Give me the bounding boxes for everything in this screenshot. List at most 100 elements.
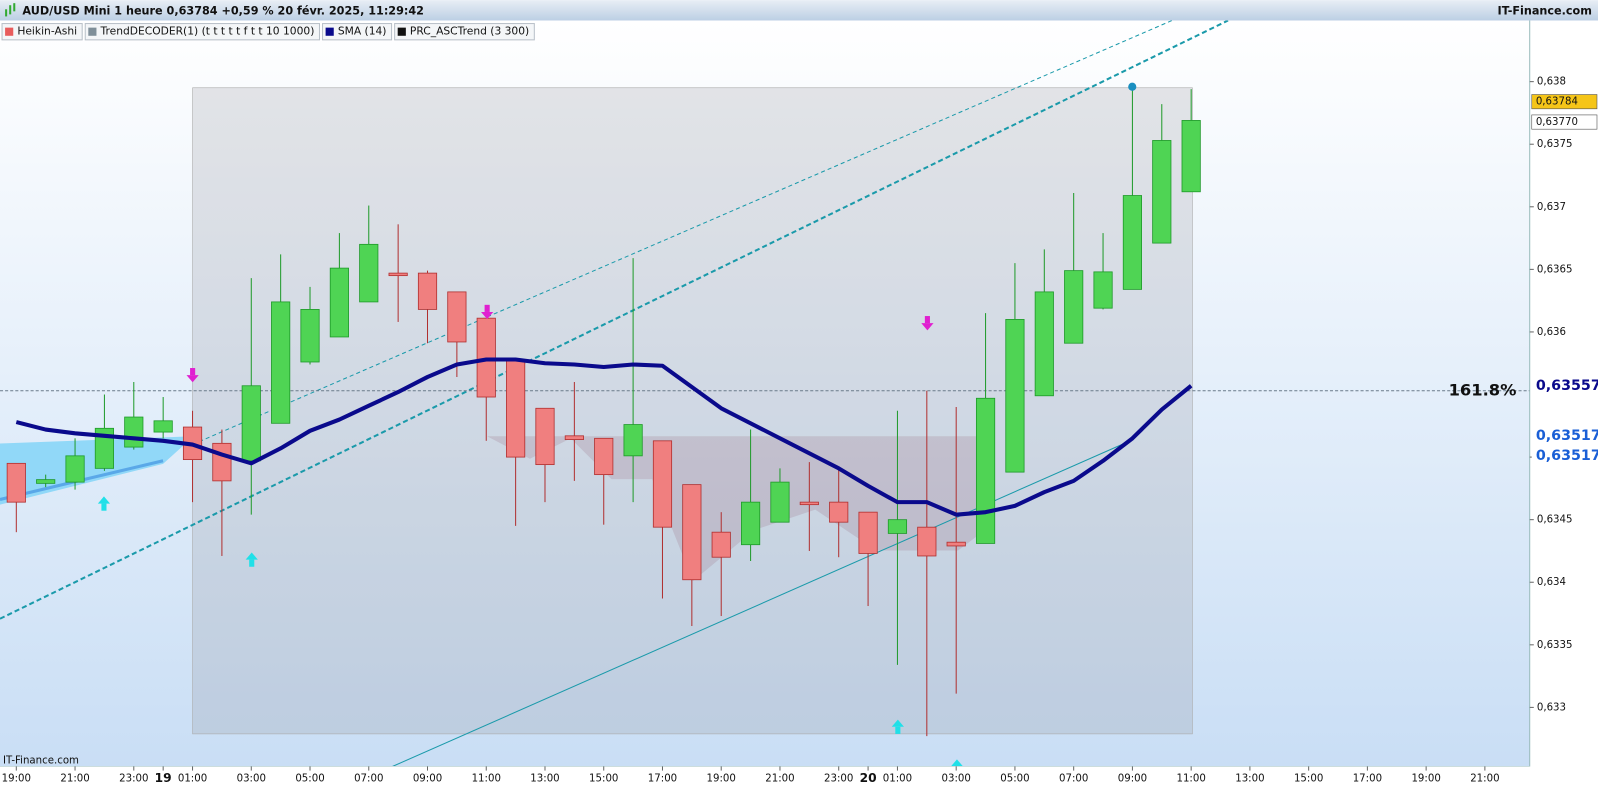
- candle-body: [564, 435, 584, 440]
- candle-body: [417, 272, 438, 310]
- candle-body: [741, 501, 761, 546]
- title-icon: [5, 3, 16, 17]
- legend-swatch: [5, 27, 14, 36]
- candle-body: [1181, 120, 1201, 193]
- price-label: 0,63557: [1536, 378, 1598, 394]
- y-tick-label: 0,6365: [1537, 264, 1573, 275]
- candle-body: [858, 511, 878, 554]
- x-tick-label: 03:00: [237, 774, 266, 785]
- x-tick-label: 05:00: [1000, 774, 1029, 785]
- x-tick-label: 20: [860, 771, 877, 785]
- price-label-box: [1531, 446, 1597, 467]
- x-tick-label: 15:00: [1294, 774, 1323, 785]
- x-tick-label: 19: [155, 771, 172, 785]
- candle-body: [241, 385, 261, 462]
- candle-body: [652, 440, 673, 528]
- candle-body: [359, 243, 379, 303]
- price-label: 0,63784: [1536, 97, 1578, 108]
- candle-body: [975, 397, 996, 544]
- legend-item: PRC_ASCTrend (3 300): [394, 23, 535, 41]
- trend-line: [0, 19, 1229, 620]
- x-tick-label: 19:00: [1411, 774, 1440, 785]
- legend: Heikin-Ashi TrendDECODER(1) (t t t t t f …: [1, 23, 535, 41]
- candle-body: [1093, 271, 1113, 309]
- x-tick-label: 19:00: [2, 774, 31, 785]
- candle-body: [94, 427, 115, 469]
- candle-body: [594, 437, 614, 476]
- y-tick-label: 0,636: [1537, 327, 1566, 338]
- y-tick-label: 0,638: [1537, 77, 1566, 88]
- candle-body: [6, 462, 26, 503]
- x-tick-label: 01:00: [883, 774, 912, 785]
- price-label-box: [1531, 425, 1597, 447]
- candle-body: [388, 272, 408, 277]
- x-tick-label: 05:00: [295, 774, 324, 785]
- legend-item: SMA (14): [322, 23, 393, 41]
- chart-title: AUD/USD Mini 1 heure 0,63784 +0,59 % 20 …: [22, 4, 424, 17]
- price-label-box: [1531, 94, 1598, 110]
- legend-item: TrendDECODER(1) (t t t t t f t t 10 1000…: [84, 23, 320, 41]
- x-tick-label: 17:00: [1353, 774, 1382, 785]
- x-tick-label: 17:00: [648, 774, 677, 785]
- legend-box: [84, 23, 320, 41]
- legend-label: SMA (14): [338, 25, 387, 38]
- candle-body: [329, 267, 349, 338]
- marker-dot: [1128, 82, 1137, 91]
- price-label-box: [1531, 375, 1597, 396]
- watermark: IT-Finance.com: [3, 755, 79, 766]
- legend-box: [394, 23, 535, 41]
- x-tick-label: 07:00: [354, 774, 383, 785]
- header-bar: [0, 0, 1598, 21]
- candle-body: [887, 519, 908, 534]
- candle-body: [300, 309, 320, 363]
- x-tick-label: 21:00: [60, 774, 89, 785]
- candle-body: [1122, 195, 1142, 290]
- x-tick-label: 13:00: [1235, 774, 1264, 785]
- candle-body: [212, 442, 232, 482]
- candle-body: [506, 359, 526, 458]
- legend-box: [322, 23, 393, 41]
- price-label: 0,63770: [1536, 117, 1578, 128]
- candle-body: [271, 301, 291, 424]
- candle-body: [799, 501, 819, 506]
- x-tick-label: 21:00: [765, 774, 794, 785]
- candle-body: [65, 455, 85, 483]
- trend-line: [392, 439, 1132, 767]
- x-tick-label: 23:00: [824, 774, 853, 785]
- x-tick-label: 19:00: [707, 774, 736, 785]
- x-tick-label: 07:00: [1059, 774, 1088, 785]
- y-tick-label: 0,637: [1537, 202, 1566, 213]
- candle-body: [1152, 140, 1172, 244]
- legend-label: Heikin-Ashi: [17, 25, 77, 38]
- x-axis-panel: [0, 766, 1598, 787]
- candle-body: [946, 541, 966, 547]
- candle-body: [829, 501, 849, 523]
- x-tick-label: 15:00: [589, 774, 618, 785]
- y-tick-label: 0,6335: [1537, 640, 1573, 651]
- candle-body: [153, 420, 173, 433]
- legend-label: PRC_ASCTrend (3 300): [410, 25, 529, 38]
- y-tick-label: 0,633: [1537, 702, 1566, 713]
- x-tick-label: 13:00: [530, 774, 559, 785]
- x-tick-label: 11:00: [472, 774, 501, 785]
- source: IT-Finance.com: [1498, 4, 1592, 17]
- x-tick-label: 03:00: [942, 774, 971, 785]
- candle-body: [124, 416, 144, 448]
- candle-body: [682, 484, 702, 581]
- y-tick-label: 0,6375: [1537, 139, 1573, 150]
- x-tick-label: 09:00: [413, 774, 442, 785]
- candle-body: [1005, 319, 1025, 473]
- fib-label: 161.8%: [1449, 380, 1517, 399]
- y-tick-label: 0,6345: [1537, 515, 1573, 526]
- price-label: 0,63517: [1536, 448, 1598, 464]
- legend-item: Heikin-Ashi: [1, 23, 83, 41]
- candle-body: [1034, 291, 1054, 397]
- x-tick-label: 01:00: [178, 774, 207, 785]
- candle-body: [447, 291, 467, 343]
- legend-swatch: [88, 27, 97, 36]
- candle-body: [535, 407, 555, 466]
- range-box: [192, 87, 1193, 735]
- candle-body: [1064, 270, 1084, 344]
